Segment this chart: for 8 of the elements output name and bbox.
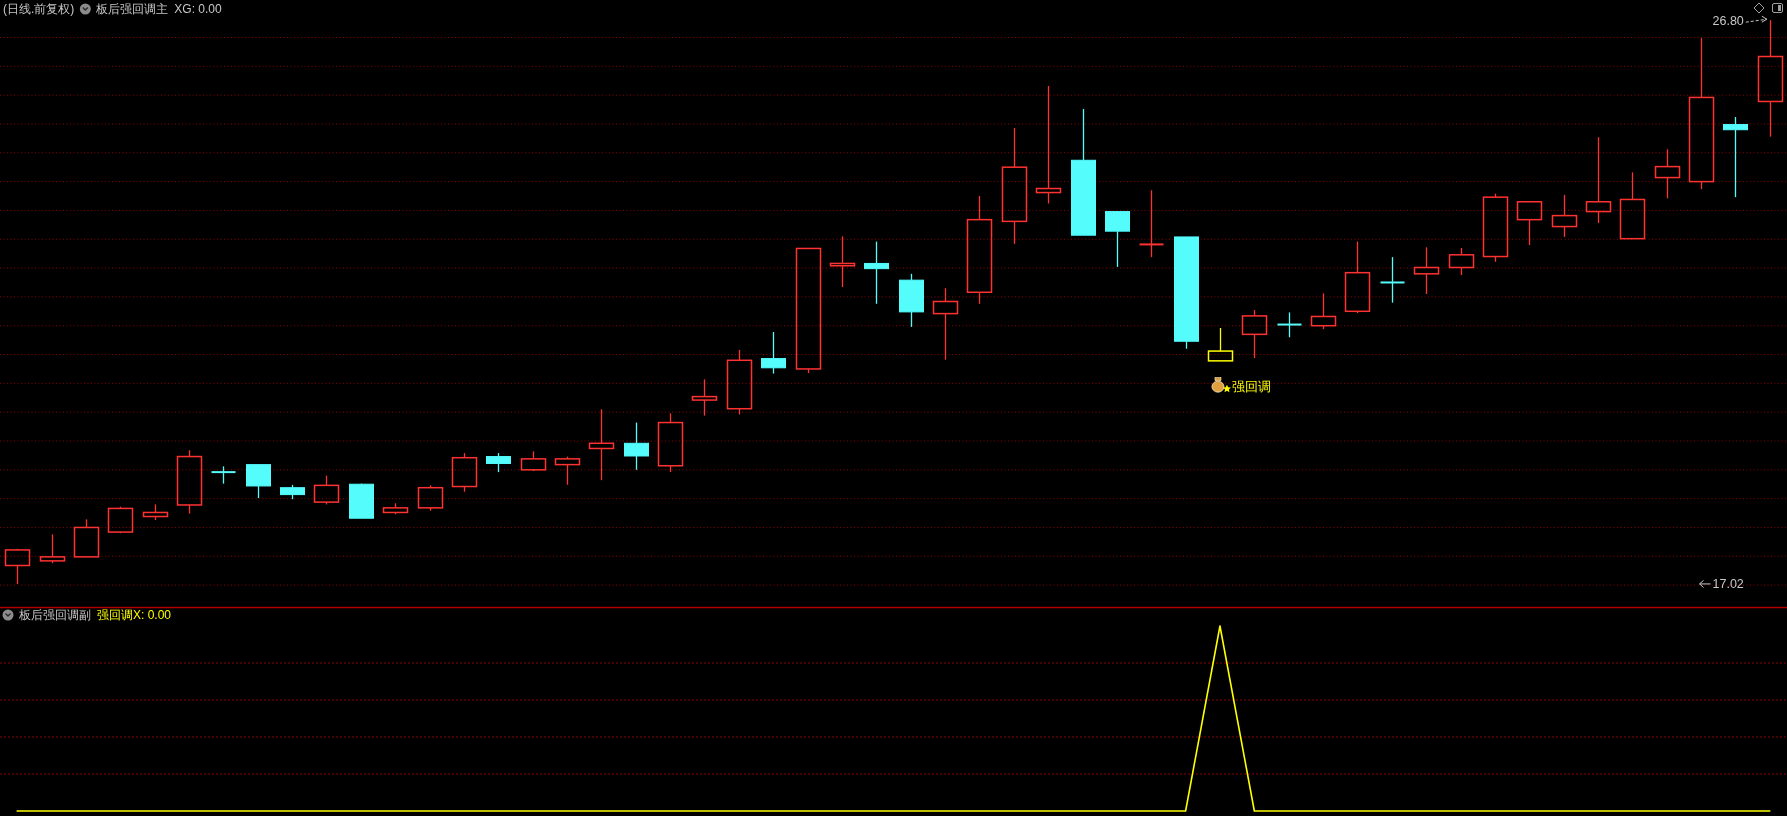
- chart-subtitle: 板后强回调副: [18, 608, 91, 622]
- annotation: 强回调: [1231, 378, 1271, 394]
- text: 强回调X: 0.00: [97, 608, 172, 622]
- chart-title: (日线.前复权): [3, 2, 75, 16]
- y-tick-label: 26.80: [1712, 13, 1744, 28]
- y-tick-label: 17.02: [1712, 577, 1744, 592]
- text: XG: 0.00: [174, 2, 223, 16]
- chart-subtitle: 板后强回调主: [95, 2, 169, 16]
